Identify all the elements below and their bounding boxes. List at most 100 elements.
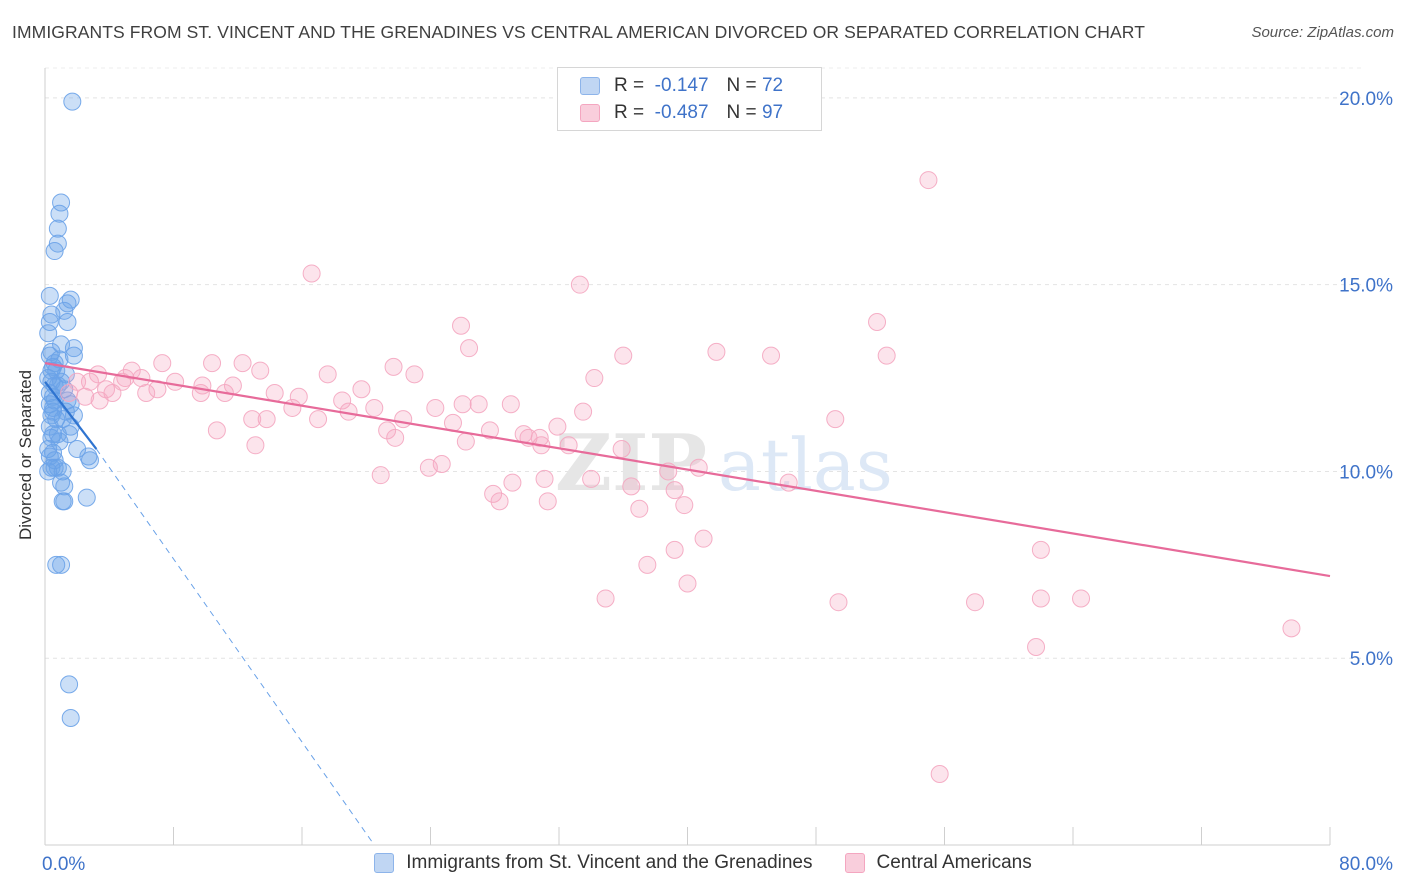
- data-point-central-american: [90, 391, 109, 410]
- data-point-st-vincent: [52, 193, 71, 212]
- data-point-central-american: [80, 372, 99, 391]
- data-point-st-vincent: [61, 708, 80, 727]
- legend-n-value: 72: [761, 75, 784, 96]
- legend-n-label: N =: [726, 75, 757, 96]
- data-point-central-american: [309, 410, 328, 429]
- y-tick-label: 5.0%: [1350, 649, 1393, 670]
- data-point-central-american: [707, 342, 726, 361]
- data-point-central-american: [289, 387, 308, 406]
- data-point-central-american: [665, 481, 684, 500]
- x-tick-label: 80.0%: [1339, 854, 1393, 875]
- data-point-central-american: [614, 346, 633, 365]
- data-point-central-american: [246, 436, 265, 455]
- chart-title: IMMIGRANTS FROM ST. VINCENT AND THE GREN…: [12, 22, 1146, 42]
- data-point-central-american: [612, 440, 631, 459]
- legend-label: Central Americans: [876, 852, 1032, 873]
- data-point-central-american: [405, 365, 424, 384]
- data-point-central-american: [394, 410, 413, 429]
- legend-swatch-pink: [580, 104, 600, 122]
- y-axis-label: Divorced or Separated: [16, 369, 35, 541]
- data-point-central-american: [930, 765, 949, 784]
- data-point-st-vincent: [80, 451, 99, 470]
- legend-row-st-vincent: R = -0.147 N = 72: [580, 74, 783, 98]
- data-point-st-vincent: [47, 410, 66, 429]
- stats-legend: R = -0.147 N = 72 R = -0.487 N = 97: [557, 67, 822, 131]
- data-point-st-vincent: [40, 313, 59, 332]
- data-point-central-american: [365, 398, 384, 417]
- data-point-central-american: [469, 395, 488, 414]
- data-point-st-vincent: [53, 462, 72, 481]
- data-point-central-american: [265, 383, 284, 402]
- data-point-st-vincent: [50, 432, 69, 451]
- x-tick-label: 0.0%: [42, 854, 85, 875]
- data-point-central-american: [302, 264, 321, 283]
- trendline-central-american: [44, 362, 1331, 578]
- data-point-central-american: [452, 316, 471, 335]
- data-point-st-vincent: [44, 398, 63, 417]
- data-point-central-american: [490, 492, 509, 511]
- data-point-central-american: [1027, 638, 1046, 657]
- data-point-central-american: [318, 365, 337, 384]
- data-point-st-vincent: [40, 286, 59, 305]
- legend-swatch-blue: [374, 853, 395, 873]
- data-point-central-american: [538, 492, 557, 511]
- legend-r-label: R =: [614, 75, 645, 96]
- data-point-st-vincent: [48, 219, 67, 238]
- data-point-central-american: [153, 354, 172, 373]
- data-point-central-american: [233, 354, 252, 373]
- data-point-central-american: [419, 458, 438, 477]
- data-point-central-american: [166, 372, 185, 391]
- data-point-st-vincent: [60, 675, 79, 694]
- data-point-central-american: [966, 593, 985, 612]
- data-point-st-vincent: [77, 488, 96, 507]
- legend-r-value: -0.487: [654, 102, 709, 123]
- data-point-st-vincent: [47, 555, 66, 574]
- data-point-st-vincent: [55, 492, 74, 511]
- legend-item-st-vincent[interactable]: Immigrants from St. Vincent and the Gren…: [374, 852, 813, 874]
- data-point-st-vincent: [45, 242, 64, 261]
- legend-row-central-american: R = -0.487 N = 97: [580, 101, 783, 125]
- data-point-central-american: [630, 499, 649, 518]
- data-point-central-american: [826, 410, 845, 429]
- data-point-central-american: [137, 383, 156, 402]
- data-point-central-american: [678, 574, 697, 593]
- data-point-central-american: [460, 339, 479, 358]
- legend-swatch-blue: [580, 77, 600, 95]
- data-point-central-american: [76, 387, 95, 406]
- data-point-central-american: [689, 458, 708, 477]
- data-point-central-american: [596, 589, 615, 608]
- data-point-central-american: [1282, 619, 1301, 638]
- data-point-st-vincent: [42, 305, 61, 324]
- y-tick-label: 15.0%: [1339, 276, 1393, 297]
- data-point-central-american: [762, 346, 781, 365]
- data-point-st-vincent: [50, 350, 69, 369]
- y-tick-label: 20.0%: [1339, 89, 1393, 110]
- data-point-central-american: [919, 171, 938, 190]
- data-point-st-vincent: [64, 339, 83, 358]
- legend-r-value: -0.147: [654, 75, 709, 96]
- data-point-central-american: [582, 469, 601, 488]
- watermark-atlas: atlas: [718, 423, 893, 507]
- data-point-central-american: [1031, 540, 1050, 559]
- data-point-st-vincent: [55, 477, 74, 496]
- data-point-st-vincent: [50, 204, 69, 223]
- data-point-central-american: [371, 466, 390, 485]
- data-point-st-vincent: [64, 346, 83, 365]
- trendline-st-vincent: [44, 381, 98, 450]
- legend-label: Immigrants from St. Vincent and the Gren…: [406, 852, 813, 873]
- data-point-central-american: [694, 529, 713, 548]
- data-point-st-vincent: [39, 462, 58, 481]
- data-point-central-american: [480, 421, 499, 440]
- watermark-zip: ZIP: [555, 418, 707, 509]
- data-point-central-american: [60, 383, 79, 402]
- data-point-central-american: [638, 555, 657, 574]
- data-point-central-american: [503, 473, 522, 492]
- source-credit: Source: ZipAtlas.com: [1251, 24, 1394, 41]
- data-point-st-vincent: [63, 92, 82, 111]
- legend-r-label: R =: [614, 102, 645, 123]
- legend-item-central-americans[interactable]: Central Americans: [844, 852, 1032, 874]
- data-point-central-american: [570, 275, 589, 294]
- legend-n-value: 97: [761, 102, 784, 123]
- data-point-central-american: [877, 346, 896, 365]
